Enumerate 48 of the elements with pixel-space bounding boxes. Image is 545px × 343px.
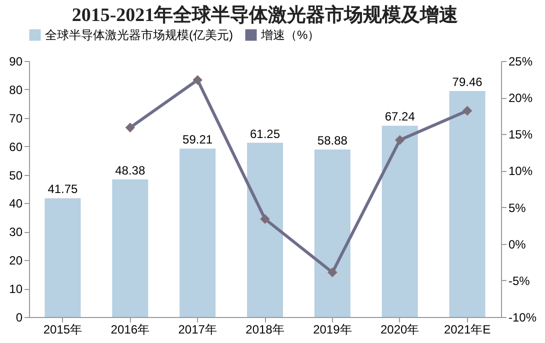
x-tick-label: 2019年	[313, 322, 352, 336]
bar	[44, 198, 81, 317]
y2-tick-label: 15%	[508, 128, 533, 142]
y-tick-label: 60	[9, 140, 23, 154]
x-tick-label: 2020年	[380, 322, 420, 336]
bar	[449, 90, 486, 317]
point	[192, 75, 202, 85]
point	[328, 268, 338, 278]
y-tick-label: 90	[9, 54, 23, 68]
bar	[382, 126, 418, 317]
legend-label: 全球半导体激光器市场规模(亿美元)	[45, 28, 233, 42]
y-tick-label: 30	[9, 225, 23, 240]
x-tick-label: 2018年	[246, 322, 284, 336]
y-tick-label: 70	[9, 111, 23, 126]
y-tick-label: 20	[9, 254, 23, 268]
y2-tick-label: 20%	[508, 91, 533, 106]
bar	[180, 148, 216, 317]
legend-label: 增速（%）	[260, 28, 320, 42]
y2-tick-label: 5%	[508, 200, 526, 215]
y-tick-label: 40	[9, 196, 23, 211]
y2-tick-label: 25%	[508, 54, 533, 68]
y-tick-label: 80	[9, 82, 23, 97]
chart-title: 2015-2021年全球半导体激光器市场规模及增速	[72, 4, 458, 26]
y2-tick-label: 0%	[508, 237, 526, 252]
y2-tick-label: 10%	[508, 164, 533, 178]
bar	[314, 150, 350, 317]
data-label: 79.46	[452, 74, 483, 89]
data-label: 48.38	[115, 163, 146, 178]
bar	[112, 179, 148, 317]
point	[462, 106, 472, 116]
x-tick-label: 2016年	[110, 322, 150, 336]
x-tick-label: 2017年	[178, 322, 217, 336]
y-tick-label: 50	[9, 168, 23, 182]
data-label: 61.25	[250, 126, 280, 141]
data-label: 58.88	[317, 134, 348, 148]
x-tick-label: 2015年	[43, 322, 82, 336]
point	[125, 122, 135, 132]
y-tick-label: 10	[9, 282, 23, 296]
x-tick-label: 2021年E	[444, 322, 491, 336]
bar	[247, 142, 283, 317]
y-tick-label: 0	[16, 310, 23, 324]
y2-tick-label: -5%	[508, 274, 530, 288]
point	[395, 135, 405, 145]
point	[260, 214, 270, 224]
y2-tick-label: -10%	[508, 310, 537, 324]
data-label: 59.21	[182, 132, 213, 147]
data-label: 41.75	[48, 182, 78, 196]
data-label: 67.24	[384, 110, 416, 124]
